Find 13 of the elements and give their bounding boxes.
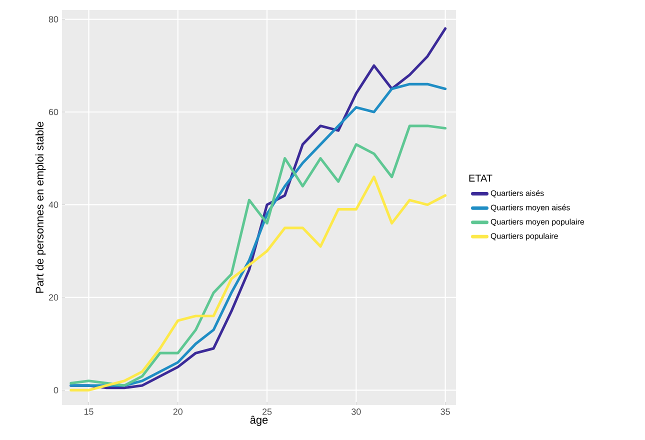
y-tick-label: 60 — [48, 108, 58, 116]
x-axis-title: âge — [250, 416, 268, 426]
legend-title: ETAT — [469, 174, 492, 182]
y-tick-label: 0 — [54, 386, 58, 394]
x-tick-label: 15 — [84, 408, 94, 415]
y-tick-label: 40 — [48, 202, 58, 208]
y-axis-title: Part de personnes en emploi stable — [35, 122, 46, 293]
y-tick-label: 80 — [48, 16, 58, 22]
y-tick-label: 20 — [48, 294, 58, 301]
x-tick-label: 35 — [440, 408, 450, 415]
x-tick-label: 20 — [173, 408, 183, 415]
x-tick-label: 25 — [262, 408, 272, 415]
x-tick-label: 30 — [352, 408, 361, 415]
